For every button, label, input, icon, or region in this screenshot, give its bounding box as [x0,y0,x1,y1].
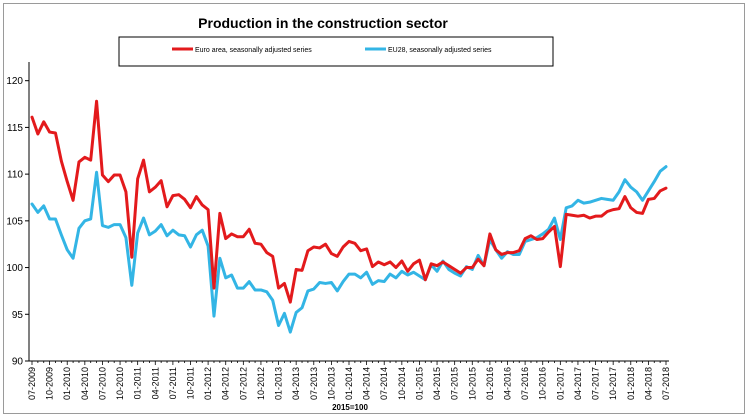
x-tick-label: 10-2013 [326,367,336,400]
x-tick-label: 10-2011 [186,367,196,399]
y-tick-label: 105 [6,216,23,227]
chart-title: Production in the construction sector [198,15,448,31]
x-tick-label: 10-2012 [256,367,266,400]
x-tick-label: 04-2018 [643,367,653,400]
x-tick-label: 10-2010 [115,367,125,400]
x-tick-label: 04-2015 [432,367,442,400]
x-tick-label: 07-2009 [27,367,37,400]
y-tick-label: 95 [12,310,24,321]
x-tick-label: 01-2015 [414,367,424,400]
x-tick-label: 01-2011 [133,367,143,399]
x-tick-label: 01-2012 [203,367,213,400]
x-tick-label: 07-2015 [450,367,460,400]
x-tick-label: 01-2018 [626,367,636,400]
legend: Euro area, seasonally adjusted series EU… [118,36,554,67]
x-tick-label: 04-2016 [503,367,513,400]
x-tick-label: 01-2010 [62,367,72,400]
x-tick-label: 04-2011 [150,367,160,399]
y-tick-label: 100 [6,263,23,274]
x-tick-label: 07-2018 [661,367,671,400]
x-tick-label: 10-2015 [467,367,477,400]
x-tick-label: 10-2017 [608,367,618,400]
x-tick-label: 01-2016 [485,367,495,400]
legend-box [118,36,554,67]
x-tick-label: 07-2016 [520,367,530,400]
x-tick-label: 01-2013 [274,367,284,400]
x-tick-label: 01-2017 [555,367,565,400]
series-line-eu28 [30,165,668,334]
chart-frame: Production in the construction sector Eu… [3,3,745,414]
x-tick-label: 04-2017 [573,367,583,400]
x-tick-label: 07-2010 [97,367,107,400]
legend-label-eu28: EU28, seasonally adjusted series [388,47,492,54]
x-tick-label: 07-2013 [309,367,319,400]
series-line-euro-area [30,99,668,304]
x-tick-label: 04-2010 [80,367,90,400]
x-tick-label: 04-2012 [221,367,231,400]
x-tick-label: 04-2013 [291,367,301,400]
x-tick-label: 07-2014 [379,367,389,400]
x-axis-ticks: 07-2009 10-2009 01-2010 04-2010 07-2010 10-20… [27,361,671,400]
axes [28,62,669,362]
x-tick-label: 01-2014 [344,367,354,400]
x-tick-label: 10-2014 [397,367,407,400]
x-tick-label: 07-2011 [168,367,178,399]
line-chart: Production in the construction sector Eu… [6,15,671,412]
x-tick-label: 07-2017 [591,367,601,400]
y-tick-label: 110 [7,170,23,181]
legend-label-euro-area: Euro area, seasonally adjusted series [195,47,312,54]
y-tick-label: 90 [12,357,24,368]
x-axis-label: 2015=100 [332,403,368,412]
y-axis-ticks: 90 95 100 105 110 115 120 [6,76,29,368]
y-tick-label: 115 [7,123,23,134]
y-tick-label: 120 [6,76,23,87]
x-tick-label: 10-2016 [538,367,548,400]
series-lines [30,99,668,334]
x-tick-label: 04-2014 [362,367,372,400]
x-tick-label: 07-2012 [238,367,248,400]
x-tick-label: 10-2009 [45,367,55,400]
